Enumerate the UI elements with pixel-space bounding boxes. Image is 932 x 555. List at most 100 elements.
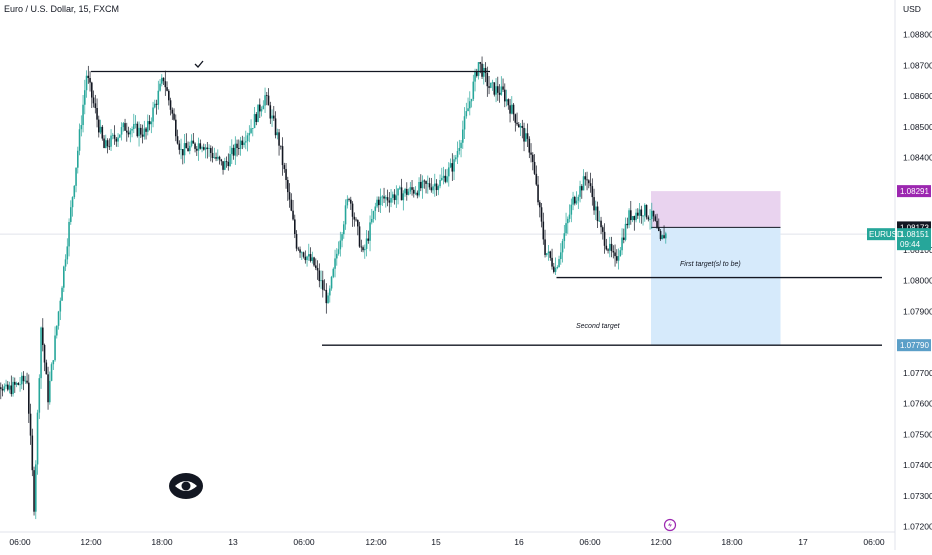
candle: [211, 146, 214, 163]
candle-body: [505, 99, 508, 102]
candle: [136, 121, 139, 138]
candle: [420, 174, 422, 192]
candle-body: [36, 412, 39, 465]
candle: [260, 106, 263, 117]
candle: [152, 101, 154, 128]
candle-body: [278, 132, 280, 146]
candle-body: [222, 161, 224, 170]
position-tool[interactable]: [651, 191, 781, 346]
candle-body: [570, 204, 573, 215]
candle: [59, 297, 62, 321]
time-axis[interactable]: 06:00 12:00 18:00 13 06:00 12:00 15 16 06:00 12:0…: [9, 537, 885, 547]
candle-body: [346, 199, 349, 206]
candle-body: [238, 148, 240, 149]
candle: [567, 216, 569, 234]
candle-body: [133, 124, 135, 130]
candle: [120, 122, 123, 141]
candle: [581, 184, 583, 199]
candle: [392, 191, 394, 203]
candle: [558, 255, 560, 268]
candle-body: [204, 147, 207, 150]
candle-body: [85, 75, 88, 91]
candle: [31, 428, 34, 477]
candle-body: [21, 375, 23, 385]
price-tick-label: 1.07400: [903, 460, 932, 470]
candle-body: [518, 124, 520, 128]
candle: [308, 243, 310, 261]
candle-body: [164, 81, 167, 88]
candle: [579, 180, 581, 203]
candle-body: [589, 183, 592, 187]
candle-body: [136, 123, 139, 137]
candle-body: [217, 156, 219, 159]
stop-loss-zone[interactable]: [651, 191, 781, 228]
candle-body: [280, 145, 282, 147]
candle-body: [192, 140, 195, 144]
candle-body: [124, 123, 126, 131]
candle: [334, 249, 336, 278]
candle-body: [432, 186, 434, 191]
candle: [301, 251, 303, 261]
take-profit-zone[interactable]: [651, 227, 781, 346]
candle-body: [110, 135, 112, 147]
candle-body: [145, 128, 147, 132]
candle-body: [315, 265, 317, 268]
candle: [80, 115, 83, 137]
candle-body: [329, 288, 331, 296]
candle-body: [556, 266, 559, 268]
candle-body: [493, 82, 496, 95]
candle-body: [115, 138, 118, 142]
candle-body: [229, 154, 231, 167]
candle-body: [574, 196, 576, 204]
candle: [595, 200, 597, 220]
candle: [82, 94, 84, 133]
candle-body: [17, 383, 20, 385]
candle: [281, 137, 284, 176]
candle: [428, 177, 431, 190]
candle: [283, 162, 286, 173]
candle: [563, 224, 566, 249]
candle-body: [595, 206, 597, 211]
candle: [222, 161, 224, 175]
level-lines[interactable]: [91, 70, 882, 346]
eye-icon[interactable]: [169, 473, 203, 499]
candle: [122, 121, 125, 132]
candle: [182, 149, 184, 165]
candle-body: [75, 167, 77, 186]
candle-body: [220, 159, 223, 162]
candle: [358, 221, 361, 248]
candle: [119, 134, 121, 139]
candle-body: [183, 143, 186, 156]
candle: [458, 139, 461, 155]
candle-body: [245, 141, 247, 143]
candle-body: [547, 251, 550, 254]
target-top-tag-bg: [897, 185, 931, 198]
candle-body: [491, 82, 494, 84]
candle-body: [236, 143, 238, 149]
candle-body: [253, 114, 256, 129]
candle: [442, 166, 445, 185]
candle-body: [560, 252, 562, 260]
price-axis[interactable]: 1.08800 1.08700 1.08600 1.08500 1.08400 1.081…: [903, 30, 932, 532]
candle: [187, 141, 189, 152]
candle-body: [269, 105, 272, 119]
candle: [663, 225, 665, 239]
candle: [329, 285, 331, 303]
candle: [190, 134, 193, 148]
candle: [374, 202, 377, 221]
candle: [399, 185, 401, 190]
flash-event-icon[interactable]: [663, 518, 677, 532]
candle: [651, 202, 653, 229]
candle-body: [113, 134, 116, 139]
candle: [605, 238, 608, 251]
candle-body: [150, 121, 153, 125]
candle-body: [498, 92, 501, 95]
candle-body: [159, 83, 161, 91]
candle: [351, 201, 354, 227]
candle: [8, 381, 11, 394]
candle-body: [206, 147, 209, 149]
candle: [26, 372, 28, 385]
candle-body: [659, 231, 662, 240]
candle-body: [155, 103, 158, 105]
